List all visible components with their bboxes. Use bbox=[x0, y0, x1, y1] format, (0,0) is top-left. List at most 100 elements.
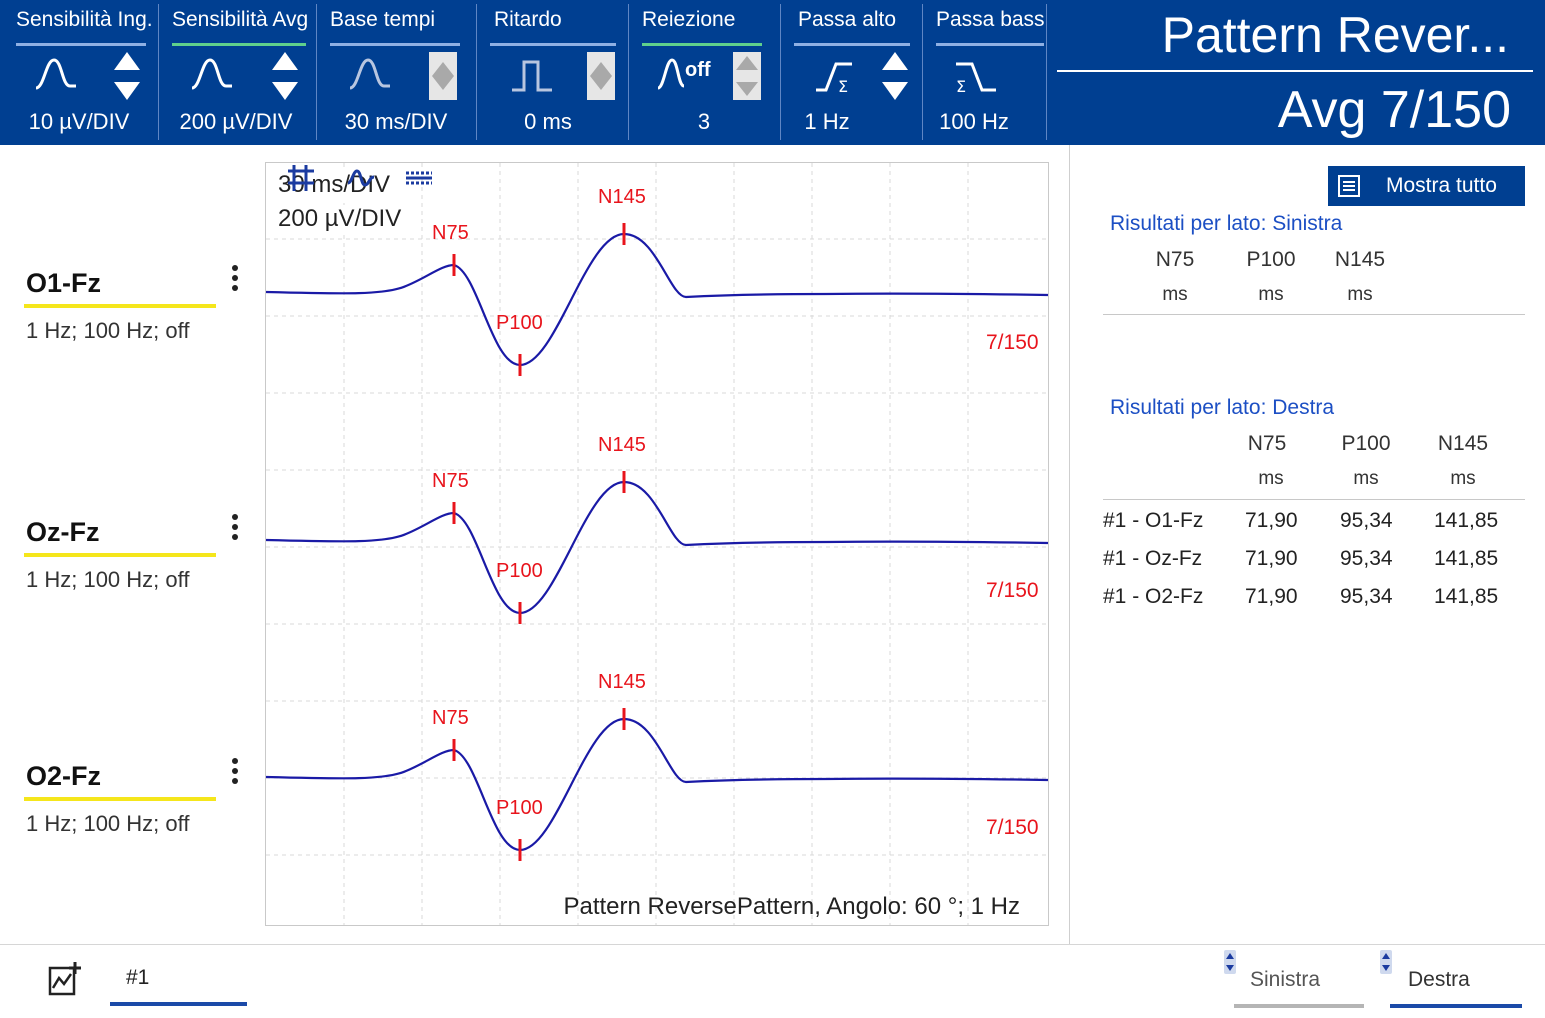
low-pass-filter-icon: Σ bbox=[956, 62, 996, 96]
value-p100: 95,34 bbox=[1340, 509, 1393, 532]
results-right-divider bbox=[1103, 499, 1525, 500]
waveform-trace bbox=[266, 480, 1048, 615]
stimulus-caption: Pattern ReversePattern, Angolo: 60 °; 1 … bbox=[563, 893, 1020, 920]
list-icon bbox=[1338, 175, 1360, 197]
tab-sinistra-label: Sinistra bbox=[1250, 968, 1321, 991]
waveform-icon[interactable] bbox=[346, 163, 376, 193]
more-vert-icon[interactable] bbox=[228, 262, 242, 298]
peak-label-p100: P100 bbox=[496, 560, 543, 582]
channel-name: O1-Fz bbox=[26, 268, 102, 298]
up-down-icon[interactable] bbox=[1380, 950, 1392, 974]
timebase-spinner[interactable] bbox=[428, 50, 458, 102]
peak-label-n75: N75 bbox=[432, 470, 469, 492]
bottom-divider bbox=[0, 944, 1545, 945]
high-pass-spinner[interactable] bbox=[880, 50, 910, 102]
toolbar-separator bbox=[1046, 4, 1047, 140]
channel-label-o1-fz[interactable]: O1-Fz 1 Hz; 100 Hz; off bbox=[24, 265, 254, 358]
tab-indicator bbox=[1234, 1004, 1364, 1008]
toolbar: Sensibilità Ing. 10 µV/DIV Sensibilità A… bbox=[0, 0, 1545, 145]
sensitivity-avg-spinner[interactable] bbox=[270, 50, 300, 102]
group-underline bbox=[16, 43, 146, 46]
low-pass-control: Passa bass Σ 100 Hz bbox=[924, 0, 1045, 140]
low-pass-value: 100 Hz bbox=[939, 109, 1009, 134]
sensitivity-input-spinner[interactable] bbox=[112, 50, 142, 102]
delay-spinner[interactable] bbox=[586, 50, 616, 102]
toolbar-separator bbox=[922, 4, 923, 140]
up-down-icon[interactable] bbox=[1224, 950, 1236, 974]
waveform-trace bbox=[266, 232, 1048, 367]
results-left-unit: ms bbox=[1347, 284, 1373, 305]
group-underline bbox=[172, 43, 306, 46]
waveform-canvas[interactable]: N75 P100 N145 7/150 N75 P100 N145 7/150 N75 P100 N… bbox=[266, 163, 1048, 925]
value-n145: 141,85 bbox=[1434, 585, 1499, 608]
channel-filters: 1 Hz; 100 Hz; off bbox=[26, 567, 190, 592]
wave-icon bbox=[349, 58, 390, 90]
delay-value: 0 ms bbox=[524, 109, 572, 134]
results-right-unit: ms bbox=[1450, 468, 1476, 489]
more-vert-icon[interactable] bbox=[228, 511, 242, 547]
value-p100: 95,34 bbox=[1340, 547, 1393, 570]
sensitivity-input-control: Sensibilità Ing. 10 µV/DIV bbox=[4, 0, 154, 140]
sweep-count: 7/150 bbox=[986, 579, 1039, 602]
tab-page-1[interactable]: #1 bbox=[110, 960, 247, 1006]
rejection-title: Reiezione bbox=[642, 8, 736, 31]
sensitivity-avg-value: 200 µV/DIV bbox=[179, 109, 293, 134]
results-right-unit: ms bbox=[1353, 468, 1379, 489]
results-left-col-n75: N75 bbox=[1155, 248, 1195, 271]
results-left-col-p100: P100 bbox=[1246, 248, 1296, 271]
protocol-title: Pattern Rever... bbox=[1161, 7, 1509, 63]
grid-icon[interactable] bbox=[286, 163, 316, 193]
tab-active-indicator bbox=[110, 1002, 247, 1006]
sensitivity-avg-control: Sensibilità Avg 200 µV/DIV bbox=[160, 0, 312, 140]
group-underline bbox=[794, 43, 910, 46]
results-right-unit: ms bbox=[1258, 468, 1284, 489]
sweep-count: 7/150 bbox=[986, 816, 1039, 839]
value-n145: 141,85 bbox=[1434, 509, 1499, 532]
peak-label-n145: N145 bbox=[598, 434, 646, 456]
wave-icon bbox=[191, 58, 232, 90]
channel-filters: 1 Hz; 100 Hz; off bbox=[26, 318, 190, 343]
channel-label-oz-fz[interactable]: Oz-Fz 1 Hz; 100 Hz; off bbox=[24, 514, 254, 607]
tab-active-indicator bbox=[1390, 1004, 1522, 1008]
wave-off-label: off bbox=[685, 59, 711, 81]
waveform-plot[interactable]: N75 P100 N145 7/150 N75 P100 N145 7/150 N75 P100 N… bbox=[265, 162, 1049, 926]
add-chart-icon[interactable] bbox=[48, 960, 82, 998]
more-vert-icon[interactable] bbox=[228, 755, 242, 791]
delay-control: Ritardo 0 ms bbox=[478, 0, 628, 140]
results-left-divider bbox=[1103, 314, 1525, 315]
sensitivity-avg-title: Sensibilità Avg bbox=[172, 8, 309, 31]
results-left-heading: Risultati per lato: Sinistra bbox=[1110, 212, 1343, 235]
show-all-button[interactable]: Mostra tutto bbox=[1328, 166, 1525, 206]
low-pass-title: Passa bass bbox=[936, 8, 1045, 31]
waveform-trace bbox=[266, 717, 1048, 852]
results-right-col-p100: P100 bbox=[1341, 432, 1391, 455]
toolbar-separator bbox=[476, 4, 477, 140]
peak-label-n75: N75 bbox=[432, 222, 469, 244]
timebase-control: Base tempi 30 ms/DIV bbox=[318, 0, 474, 140]
tab-sinistra[interactable]: Sinistra bbox=[1224, 950, 1364, 1008]
tab-destra[interactable]: Destra bbox=[1380, 950, 1522, 1008]
baseline-icon[interactable] bbox=[404, 163, 434, 193]
results-right-heading: Risultati per lato: Destra bbox=[1110, 396, 1335, 419]
sensitivity-input-title: Sensibilità Ing. bbox=[16, 8, 153, 31]
panel-divider bbox=[1069, 145, 1070, 945]
value-n145: 141,85 bbox=[1434, 547, 1499, 570]
sweep-count: 7/150 bbox=[986, 331, 1039, 354]
results-right-col-n145: N145 bbox=[1437, 432, 1489, 455]
protocol-title-block: Pattern Rever... Avg 7/150 bbox=[1055, 0, 1545, 140]
peak-label-n145: N145 bbox=[598, 671, 646, 693]
channel-label-o2-fz[interactable]: O2-Fz 1 Hz; 100 Hz; off bbox=[24, 758, 254, 851]
channel-color-bar bbox=[24, 797, 216, 801]
group-underline bbox=[330, 43, 460, 46]
channel-color-bar bbox=[24, 304, 216, 308]
high-pass-filter-icon: Σ bbox=[816, 62, 852, 96]
pulse-icon bbox=[512, 60, 552, 92]
title-divider bbox=[1057, 70, 1533, 72]
amplitude-scale-label: 200 µV/DIV bbox=[278, 205, 402, 233]
group-underline bbox=[490, 43, 616, 46]
peak-label-n145: N145 bbox=[598, 186, 646, 208]
rejection-spinner[interactable] bbox=[732, 50, 762, 102]
channel-filters: 1 Hz; 100 Hz; off bbox=[26, 811, 190, 836]
sensitivity-input-value: 10 µV/DIV bbox=[28, 109, 130, 134]
high-pass-value: 1 Hz bbox=[804, 109, 850, 134]
